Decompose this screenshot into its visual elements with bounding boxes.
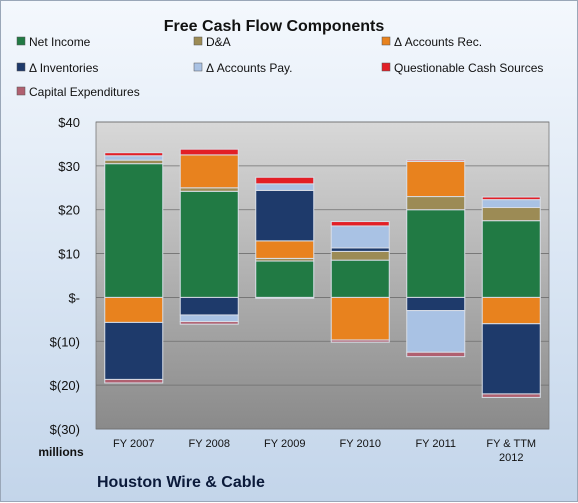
bar-segment-capital-expenditures [330, 339, 390, 343]
bar-segment-net-income [179, 190, 239, 298]
bar-segment-delta-inventories [255, 189, 315, 242]
bar-segment-delta-accounts-pay [179, 314, 239, 323]
x-tick-label: FY 2009 [264, 438, 305, 450]
y-tick-label: $40 [58, 115, 80, 130]
footer-company-name: Houston Wire & Cable [97, 474, 265, 491]
y-tick-label: $30 [58, 159, 80, 174]
legend-label-d-a: D&A [206, 35, 231, 49]
bar-segment-capital-expenditures [481, 393, 541, 398]
bar-segment-delta-accounts-rec [330, 296, 390, 341]
bar-segment-net-income [104, 163, 164, 298]
legend-item-delta-inventories: Δ Inventories [16, 61, 98, 75]
y-axis-unit-label: millions [38, 445, 84, 459]
bar-segment-capital-expenditures [255, 296, 315, 299]
bar-segment-delta-inventories [481, 323, 541, 395]
bar-segment-delta-accounts-pay [481, 199, 541, 209]
legend-swatch-delta-accounts-rec [381, 36, 391, 46]
legend-label-delta-accounts-rec: Δ Accounts Rec. [394, 35, 482, 49]
bar-segment-d-a [481, 207, 541, 222]
bar-segment-questionable-cash-sources [179, 148, 239, 156]
bar-segment-delta-inventories [330, 247, 390, 252]
legend-label-capital-expenditures: Capital Expenditures [29, 85, 140, 99]
bar-segment-delta-accounts-rec [104, 296, 164, 323]
bar-segment-capital-expenditures [104, 378, 164, 384]
y-tick-label: $- [68, 290, 80, 305]
bar-segment-delta-inventories [104, 321, 164, 380]
bar-segment-net-income [330, 259, 390, 298]
bar-segment-delta-inventories [406, 296, 466, 312]
bar-segment-delta-accounts-rec [255, 240, 315, 259]
legend-swatch-questionable-cash-sources [381, 62, 391, 72]
bar-segment-delta-inventories [179, 296, 239, 316]
legend-swatch-delta-inventories [16, 62, 26, 72]
bar-segment-d-a [406, 196, 466, 211]
bar-segment-net-income [406, 209, 466, 298]
legend-label-delta-accounts-pay: Δ Accounts Pay. [206, 61, 293, 75]
bar-segment-net-income [255, 260, 315, 298]
y-tick-label: $20 [58, 203, 80, 218]
legend-item-delta-accounts-pay: Δ Accounts Pay. [193, 61, 293, 75]
legend-item-net-income: Net Income [16, 35, 91, 49]
bar-segment-d-a [179, 187, 239, 192]
bar-segment-questionable-cash-sources [406, 159, 466, 162]
legend-swatch-capital-expenditures [16, 86, 26, 96]
x-tick-label: FY & TTM 2012 [486, 438, 536, 464]
legend: Net Income D&A Δ Accounts Rec. Δ Inventorie… [16, 35, 543, 99]
x-tick-label: FY 2011 [415, 438, 456, 450]
bar-segment-delta-accounts-rec [481, 296, 541, 325]
y-tick-label: $(20) [50, 378, 80, 393]
legend-item-d-a: D&A [193, 35, 231, 49]
legend-label-delta-inventories: Δ Inventories [29, 61, 98, 75]
bar-segment-net-income [481, 220, 541, 298]
chart-title: Free Cash Flow Components [164, 18, 385, 35]
legend-item-capital-expenditures: Capital Expenditures [16, 85, 140, 99]
legend-label-questionable-cash-sources: Questionable Cash Sources [394, 61, 543, 75]
bar-segment-delta-accounts-pay [104, 155, 164, 161]
bar-segment-delta-accounts-pay [330, 225, 390, 249]
bar-segment-delta-accounts-rec [406, 160, 466, 198]
bar-segment-capital-expenditures [179, 321, 239, 325]
bar-segment-delta-accounts-pay [255, 183, 315, 191]
bar-segment-questionable-cash-sources [104, 152, 164, 157]
legend-label-net-income: Net Income [29, 35, 91, 49]
x-tick-label: FY 2010 [340, 438, 381, 450]
x-tick-label: FY 2007 [113, 438, 154, 450]
x-tick-label: FY 2008 [189, 438, 230, 450]
y-tick-label: $(30) [50, 422, 80, 437]
legend-item-questionable-cash-sources: Questionable Cash Sources [381, 61, 543, 75]
legend-item-delta-accounts-rec: Δ Accounts Rec. [381, 35, 482, 49]
plot-area: $40 $30 $20 $10 $- $(10) $(20) $(30) FY 2007 FY 2… [50, 115, 550, 464]
bar-segment-capital-expenditures [406, 351, 466, 358]
bar-segment-delta-accounts-pay [406, 310, 466, 353]
y-tick-label: $10 [58, 247, 80, 262]
legend-swatch-net-income [16, 36, 26, 46]
legend-swatch-d-a [193, 36, 203, 46]
legend-swatch-delta-accounts-pay [193, 62, 203, 72]
y-tick-label: $(10) [50, 334, 80, 349]
bar-segment-questionable-cash-sources [481, 196, 541, 201]
plot-background [95, 121, 550, 430]
bar-segment-d-a [330, 250, 390, 261]
bar-segment-questionable-cash-sources [255, 176, 315, 185]
bar-segment-d-a [104, 159, 164, 165]
bar-segment-questionable-cash-sources [330, 221, 390, 227]
bar-segment-delta-accounts-rec [179, 154, 239, 189]
